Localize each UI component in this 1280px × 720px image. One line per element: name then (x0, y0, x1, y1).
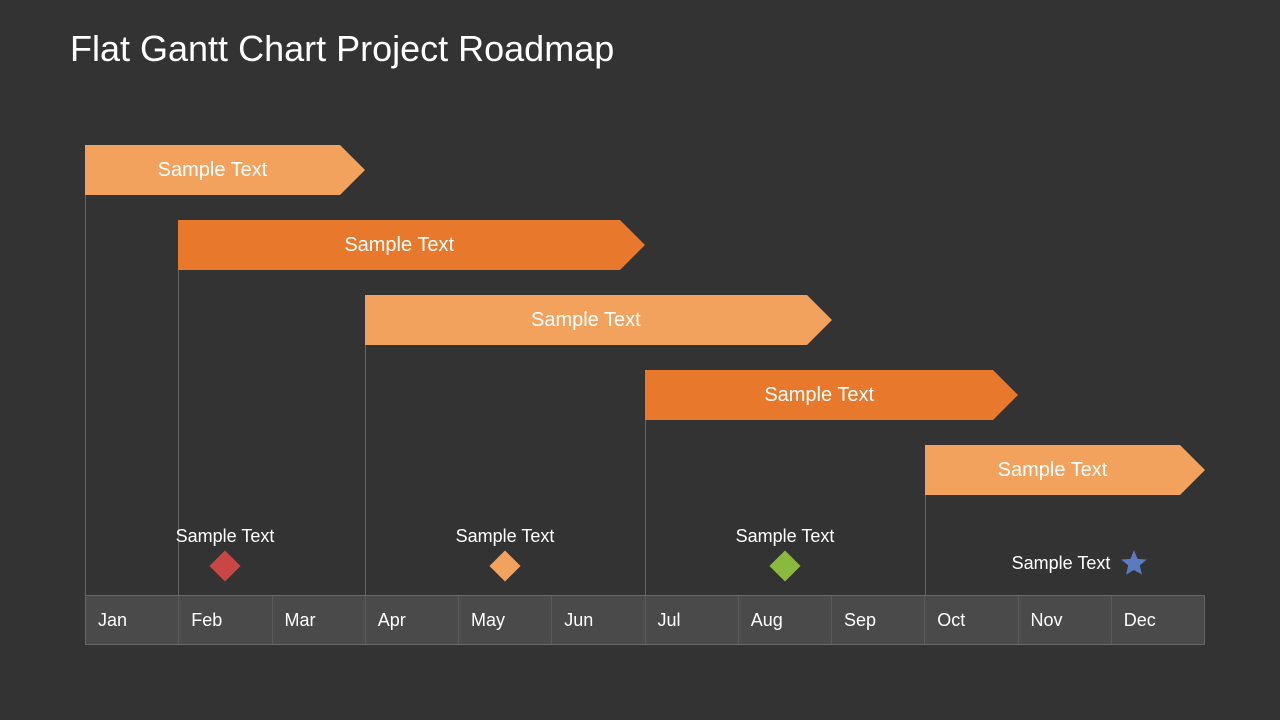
milestone-label: Sample Text (1012, 553, 1111, 574)
gantt-bar: Sample Text (645, 370, 993, 420)
milestone: Sample Text (450, 526, 560, 577)
gantt-bar: Sample Text (178, 220, 620, 270)
milestone-label: Sample Text (736, 526, 835, 547)
gantt-bar-label: Sample Text (998, 459, 1108, 482)
gantt-bar-label: Sample Text (158, 159, 268, 182)
star-milestone: Sample Text (1012, 549, 1149, 577)
star-icon (1120, 549, 1148, 577)
month-cell: Feb (179, 596, 272, 644)
bars-region: Sample Text Sample Text Sample Text Sample … (85, 145, 1205, 595)
diamond-icon (769, 550, 800, 581)
gantt-bar-label: Sample Text (531, 309, 641, 332)
month-cell: Sep (832, 596, 925, 644)
month-cell: Jun (552, 596, 645, 644)
gridline (85, 145, 86, 595)
month-cell: Oct (925, 596, 1018, 644)
gantt-bar: Sample Text (365, 295, 807, 345)
gantt-bar-label: Sample Text (764, 384, 874, 407)
page-title: Flat Gantt Chart Project Roadmap (70, 28, 614, 70)
milestone: Sample Text (730, 526, 840, 577)
month-cell: Mar (273, 596, 366, 644)
milestone-label: Sample Text (456, 526, 555, 547)
diamond-icon (489, 550, 520, 581)
diamond-icon (209, 550, 240, 581)
gantt-chart: Sample Text Sample Text Sample Text Sample … (85, 145, 1205, 645)
month-cell: Jan (86, 596, 179, 644)
gantt-bar-label: Sample Text (344, 234, 454, 257)
month-cell: Dec (1112, 596, 1204, 644)
gantt-bar: Sample Text (85, 145, 340, 195)
milestone: Sample Text (170, 526, 280, 577)
month-cell: Aug (739, 596, 832, 644)
months-axis: JanFebMarAprMayJunJulAugSepOctNovDec (85, 595, 1205, 645)
month-cell: Nov (1019, 596, 1112, 644)
month-cell: May (459, 596, 552, 644)
month-cell: Apr (366, 596, 459, 644)
gantt-bar: Sample Text (925, 445, 1180, 495)
milestone-label: Sample Text (176, 526, 275, 547)
month-cell: Jul (646, 596, 739, 644)
